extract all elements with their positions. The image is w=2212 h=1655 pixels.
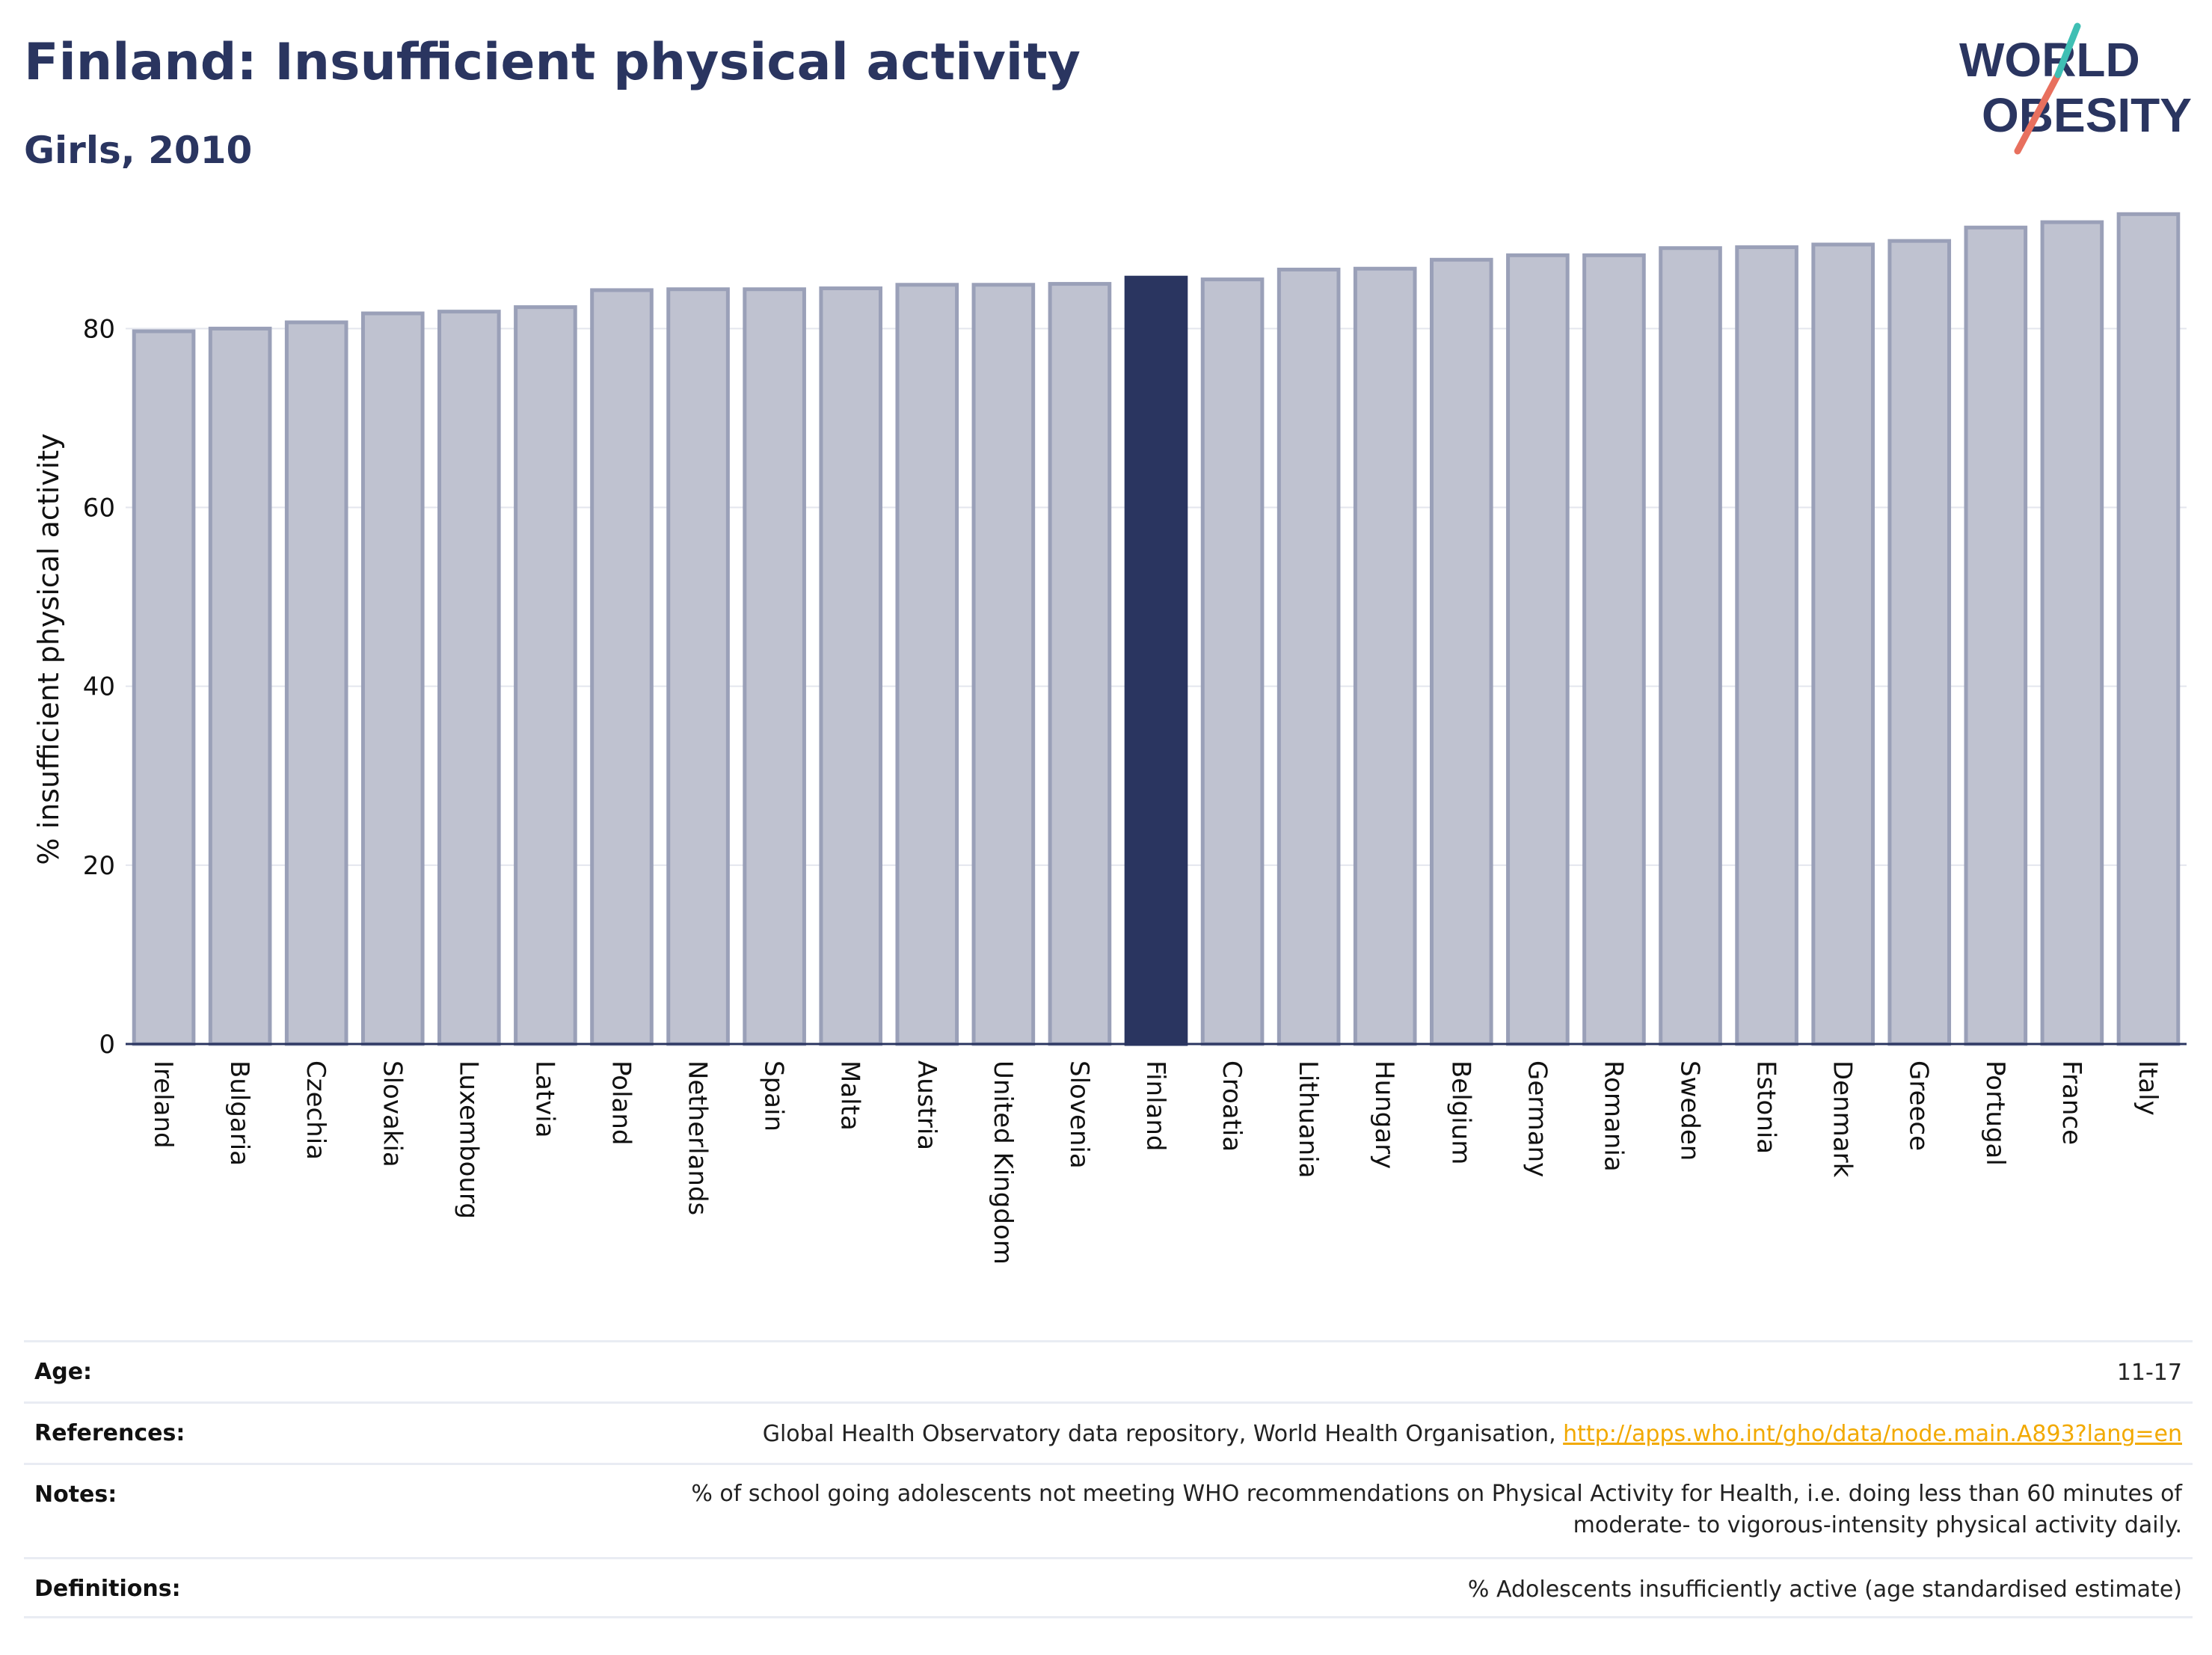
x-tick-label: Austria (912, 1060, 941, 1150)
meta-label-notes: Notes: (34, 1481, 117, 1508)
meta-value-references: Global Health Observatory data repositor… (763, 1419, 2182, 1450)
bar-belgium (1429, 257, 1493, 1046)
bar-malta (819, 286, 883, 1046)
bar-greece (1887, 239, 1952, 1046)
bar-ireland (132, 329, 196, 1046)
bar-sweden (1659, 246, 1722, 1046)
x-tick-label: Romania (1598, 1060, 1628, 1172)
meta-row-notes: Notes: % of school going adolescents not… (24, 1463, 2193, 1557)
y-tick-label: 40 (83, 672, 115, 702)
x-tick-label: Sweden (1675, 1060, 1705, 1161)
x-tick-label: Greece (1904, 1060, 1934, 1151)
bar-estonia (1735, 245, 1798, 1046)
meta-label-references: References: (34, 1420, 185, 1446)
y-tick-label: 0 (99, 1030, 115, 1060)
bar-hungary (1353, 266, 1417, 1046)
bar-chart: 0 20 40 60 80 Ireland Bulgaria Czechia Slovakia L… (32, 212, 2187, 1265)
logo-line2: OBESITY (1982, 88, 2192, 142)
x-tick-label: Malta (835, 1060, 865, 1131)
bar-slovakia (360, 311, 425, 1046)
bar-poland (590, 288, 654, 1046)
bar-germany (1506, 253, 1570, 1046)
x-tick-label: United Kingdom (988, 1060, 1018, 1265)
x-tick-label: Portugal (1980, 1060, 2010, 1166)
bar-denmark (1811, 242, 1875, 1046)
bar-france (2040, 220, 2104, 1046)
meta-row-references: References: Global Health Observatory da… (24, 1401, 2193, 1463)
x-tick-label: Croatia (1217, 1060, 1247, 1152)
x-tick-label: Latvia (529, 1060, 559, 1138)
logo-line1: WORLD (1959, 33, 2140, 87)
meta-value-notes: % of school going adolescents not meetin… (691, 1481, 2182, 1538)
bar-latvia (514, 305, 577, 1046)
meta-row-age: Age: 11-17 (24, 1340, 2193, 1401)
x-tick-label: Estonia (1751, 1060, 1781, 1154)
meta-value-age: 11-17 (2116, 1360, 2182, 1386)
x-tick-label: Ireland (148, 1060, 178, 1149)
x-tick-label: Slovenia (1064, 1060, 1094, 1169)
bar-united-kingdom (971, 283, 1036, 1046)
bar-luxembourg (437, 310, 501, 1046)
chart-subtitle: Girls, 2010 (24, 129, 253, 172)
x-tick-label: Finland (1140, 1060, 1170, 1152)
y-tick-label: 20 (83, 851, 115, 881)
y-axis-label: % insufficient physical activity (32, 433, 65, 865)
x-tick-label: Belgium (1446, 1060, 1475, 1164)
bar-croatia (1200, 277, 1265, 1046)
bar-slovenia (1048, 282, 1112, 1046)
x-tick-label: Germany (1522, 1060, 1552, 1177)
bar-portugal (1964, 225, 2028, 1046)
x-tick-label: Netherlands (683, 1060, 713, 1215)
y-tick-label: 80 (83, 314, 115, 344)
x-tick-label: Luxembourg (453, 1060, 483, 1219)
bar-netherlands (666, 287, 730, 1046)
x-tick-label: Czechia (301, 1060, 331, 1160)
world-obesity-logo: WORLD OBESITY (1959, 22, 2192, 155)
bar-lithuania (1276, 267, 1341, 1046)
bar-romania (1582, 253, 1646, 1046)
bar-bulgaria (208, 326, 272, 1046)
x-tick-label: Italy (2133, 1060, 2163, 1116)
x-tick-label: Poland (606, 1060, 636, 1146)
meta-value-definitions: % Adolescents insufficiently active (age… (1467, 1576, 2182, 1603)
x-tick-label: Hungary (1369, 1060, 1399, 1169)
y-tick-label: 60 (83, 494, 115, 523)
bar-austria (895, 283, 959, 1046)
meta-label-definitions: Definitions: (34, 1576, 181, 1602)
x-tick-label: Denmark (1828, 1060, 1858, 1178)
reference-link[interactable]: http://apps.who.int/gho/data/node.main.A… (1563, 1421, 2182, 1447)
x-tick-label: Spain (759, 1060, 789, 1132)
x-tick-label: Lithuania (1293, 1060, 1323, 1178)
bar-finland (1124, 275, 1188, 1046)
bar-spain (743, 287, 806, 1046)
x-tick-label: Slovakia (377, 1060, 407, 1167)
meta-row-definitions: Definitions: % Adolescents insufficientl… (24, 1557, 2193, 1618)
meta-label-age: Age: (34, 1359, 93, 1385)
x-tick-label: Bulgaria (224, 1060, 254, 1166)
meta-references-text: Global Health Observatory data repositor… (762, 1421, 1564, 1447)
metadata-table: Age: 11-17 References: Global Health Obs… (24, 1340, 2193, 1618)
chart-title: Finland: Insufficient physical activity (24, 33, 1081, 92)
x-tick-label: France (2056, 1060, 2086, 1145)
bar-czechia (284, 320, 348, 1046)
bar-italy (2116, 212, 2181, 1046)
